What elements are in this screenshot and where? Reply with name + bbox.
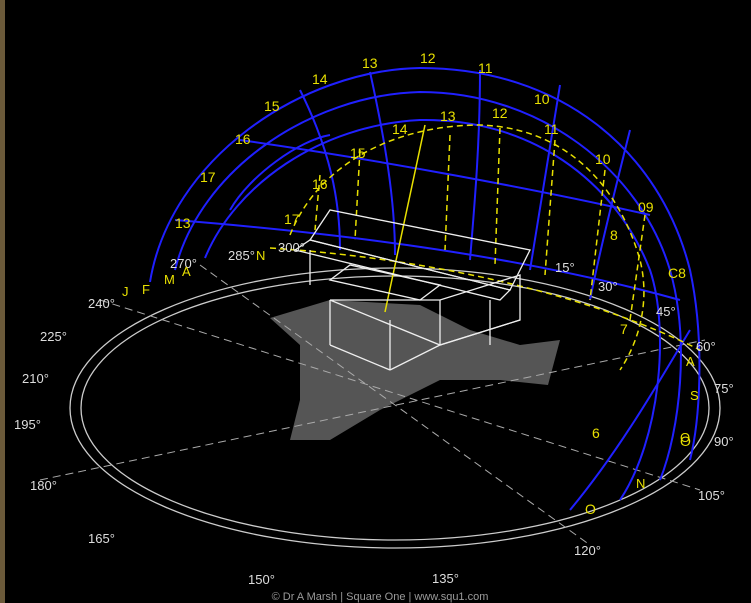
azimuth-label: 30°: [598, 279, 618, 294]
hour-label: 12: [492, 105, 508, 121]
azimuth-label: 240°: [88, 296, 115, 311]
hour-label: 16: [235, 131, 251, 147]
sun-paths: [269, 124, 701, 371]
month-label: A: [686, 354, 695, 369]
hour-label: 09: [638, 199, 654, 215]
month-label: O: [680, 430, 690, 445]
azimuth-label: 75°: [714, 381, 734, 396]
hour-label: 10: [534, 91, 550, 107]
hour-label: 11: [478, 60, 493, 76]
hour-label: 11: [544, 121, 559, 137]
hour-label: 15: [264, 98, 280, 114]
month-label: S: [690, 388, 699, 403]
hour-label: 7: [620, 321, 628, 337]
hour-label: 13: [175, 215, 191, 231]
month-label: N: [256, 248, 265, 263]
azimuth-label: 60°: [696, 339, 716, 354]
building: [293, 209, 531, 371]
azimuth-label: 120°: [574, 543, 601, 558]
azimuth-label: 285°: [228, 248, 255, 263]
sun-ray: [384, 124, 426, 313]
month-label: A: [182, 264, 191, 279]
azimuth-label: 90°: [714, 434, 734, 449]
hour-label: C8: [668, 265, 686, 281]
azimuth-label: 165°: [88, 531, 115, 546]
month-label: F: [142, 282, 150, 297]
hour-label: 13: [440, 108, 456, 124]
month-label: M: [164, 272, 175, 287]
azimuth-label: 45°: [656, 304, 676, 319]
hour-label: 14: [312, 71, 328, 87]
hour-label: 16: [312, 176, 328, 192]
azimuth-label: 105°: [698, 488, 725, 503]
hour-label: 17: [200, 169, 216, 185]
azimuth-label: 225°: [40, 329, 67, 344]
hour-label: 12: [420, 50, 436, 66]
hour-label: 8: [610, 227, 618, 243]
credit: © Dr A Marsh | Square One | www.squ1.com: [272, 591, 489, 603]
azimuth-label: 150°: [248, 572, 275, 587]
azimuth-label: 270°: [170, 256, 197, 271]
left-edge: [0, 0, 5, 603]
azimuth-label: 180°: [30, 478, 57, 493]
hour-label: O: [680, 433, 691, 449]
hour-label: 13: [362, 55, 378, 71]
dome: [149, 66, 701, 511]
month-label: J: [122, 284, 129, 299]
azimuth-label: 300°: [278, 240, 305, 255]
hour-label: 15: [350, 145, 366, 161]
hour-label: 14: [392, 121, 408, 137]
azimuth-label: 195°: [14, 417, 41, 432]
shadow: [270, 300, 560, 440]
hour-label: O: [585, 501, 596, 517]
month-label: N: [636, 476, 645, 491]
compass-lines: [39, 264, 706, 546]
hour-label: 6: [592, 425, 600, 441]
hour-label: 10: [595, 151, 611, 167]
azimuth-label: 15°: [555, 260, 575, 275]
azimuth-label: 135°: [432, 571, 459, 586]
hour-label: 17: [284, 211, 300, 227]
azimuth-label: 210°: [22, 371, 49, 386]
